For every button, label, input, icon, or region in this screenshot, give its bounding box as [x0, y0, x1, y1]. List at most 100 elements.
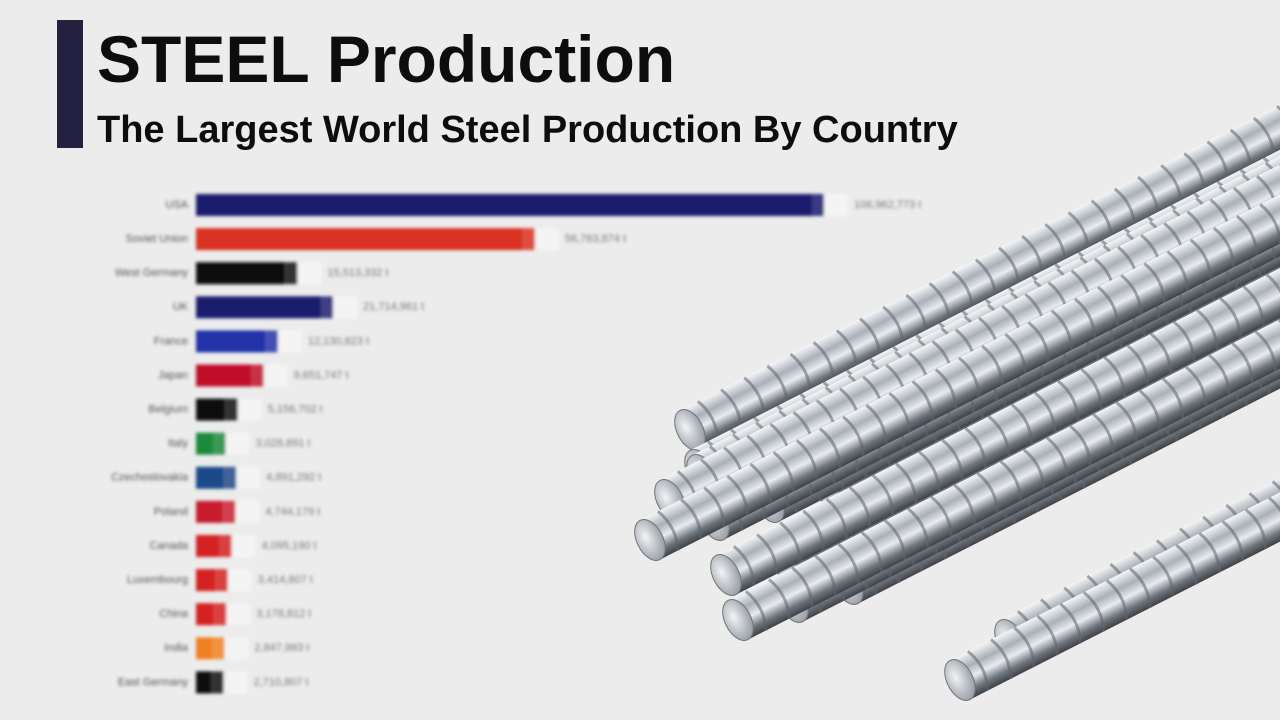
rod-rib — [1138, 389, 1162, 430]
rod-rib — [791, 566, 814, 608]
bar — [196, 569, 216, 592]
flag — [285, 262, 322, 285]
chart-title: STEEL Production — [97, 22, 675, 96]
bar — [196, 466, 225, 489]
rod-rib — [911, 380, 935, 421]
bar — [196, 500, 224, 523]
rod-rib — [656, 510, 680, 551]
rod-rib — [819, 427, 842, 468]
bar-chart: USA 106,962,773 t Soviet Union 56,763,874 t… — [111, 194, 921, 694]
rod-rib — [1004, 333, 1027, 374]
rod-rib — [1073, 297, 1097, 339]
rod-rib — [749, 462, 772, 504]
bar — [196, 364, 252, 387]
bar — [196, 296, 322, 319]
rod-rib — [871, 474, 895, 515]
bar — [196, 535, 220, 557]
flag-band — [219, 535, 232, 557]
rod-rib — [814, 554, 837, 596]
flag — [214, 603, 251, 626]
rod-rib — [1161, 377, 1185, 419]
category-label: Belgium — [148, 404, 188, 416]
bar — [196, 637, 213, 660]
flag-band — [321, 296, 334, 319]
flag-band — [225, 398, 238, 421]
rod-rib — [964, 427, 987, 468]
flag — [251, 364, 288, 387]
rod-rib — [1264, 161, 1280, 203]
rod-rib — [732, 545, 756, 586]
rod-rib — [1271, 480, 1280, 521]
rod-rib — [825, 497, 848, 539]
rod-rib — [907, 507, 930, 548]
flag-band — [265, 330, 278, 353]
rod-rib — [1097, 285, 1120, 327]
flag — [225, 398, 262, 421]
flag-band — [215, 569, 228, 592]
rod-rib — [888, 392, 911, 433]
rod-rib — [703, 486, 726, 528]
value-label: 3,028,891 t — [255, 438, 310, 450]
rod-rib — [1268, 496, 1280, 538]
rod-rib — [1129, 567, 1152, 608]
rod-rib — [966, 650, 990, 691]
rod-rib — [1046, 436, 1069, 478]
rod-rib — [1022, 448, 1046, 489]
rod-rib — [1196, 309, 1219, 350]
rod-rib — [726, 474, 749, 516]
rod-rib — [1208, 354, 1231, 395]
rod-end — [722, 599, 754, 641]
value-label: 15,513,332 t — [327, 267, 388, 279]
rod-rib — [981, 344, 1004, 386]
rod-rib — [1036, 614, 1059, 656]
rod-rib — [1231, 342, 1254, 383]
category-label: Japan — [158, 369, 188, 381]
rod — [634, 175, 1280, 561]
category-label: East Germany — [118, 676, 189, 688]
flag-band — [224, 466, 237, 489]
category-label: India — [164, 642, 189, 654]
flag-band — [285, 262, 298, 285]
flag-band — [812, 194, 824, 216]
bar — [196, 398, 226, 421]
category-label: West Germany — [115, 267, 189, 279]
rod-rib — [1185, 365, 1208, 407]
rod-end — [944, 659, 976, 701]
flag — [211, 671, 248, 694]
rod-rib — [772, 451, 796, 492]
rod-rib — [1092, 413, 1115, 454]
rod-rib — [1143, 262, 1166, 303]
category-label: Poland — [154, 506, 188, 518]
rod-rib — [795, 439, 819, 480]
bar — [196, 262, 286, 285]
value-label: 12,130,823 t — [308, 335, 369, 347]
rod-rib — [883, 519, 907, 560]
rod-rib — [1080, 368, 1103, 409]
rod-rib — [1244, 508, 1268, 549]
flag-band — [214, 603, 227, 626]
value-label: 4,095,190 t — [262, 540, 317, 552]
value-label: 106,962,773 t — [854, 199, 921, 211]
flag-band — [212, 637, 225, 660]
rod-rib — [930, 495, 953, 537]
flag-band — [522, 228, 535, 251]
rod-rib — [990, 638, 1013, 679]
category-label: France — [154, 335, 188, 347]
rod-rib — [1126, 344, 1150, 385]
rod-rib — [1173, 320, 1196, 362]
rod-rib — [999, 460, 1023, 501]
rod-rib — [848, 486, 872, 527]
rod-rib — [1034, 391, 1057, 433]
bar — [196, 671, 212, 694]
rod-rib — [918, 450, 941, 492]
rod-rib — [1265, 273, 1280, 315]
category-label: Soviet Union — [126, 233, 188, 245]
rod-rib — [1242, 285, 1265, 326]
flag — [321, 296, 358, 319]
category-label: Canada — [149, 540, 188, 552]
rod — [674, 65, 1280, 451]
value-label: 56,763,874 t — [565, 233, 626, 245]
rod-rib — [837, 542, 860, 584]
